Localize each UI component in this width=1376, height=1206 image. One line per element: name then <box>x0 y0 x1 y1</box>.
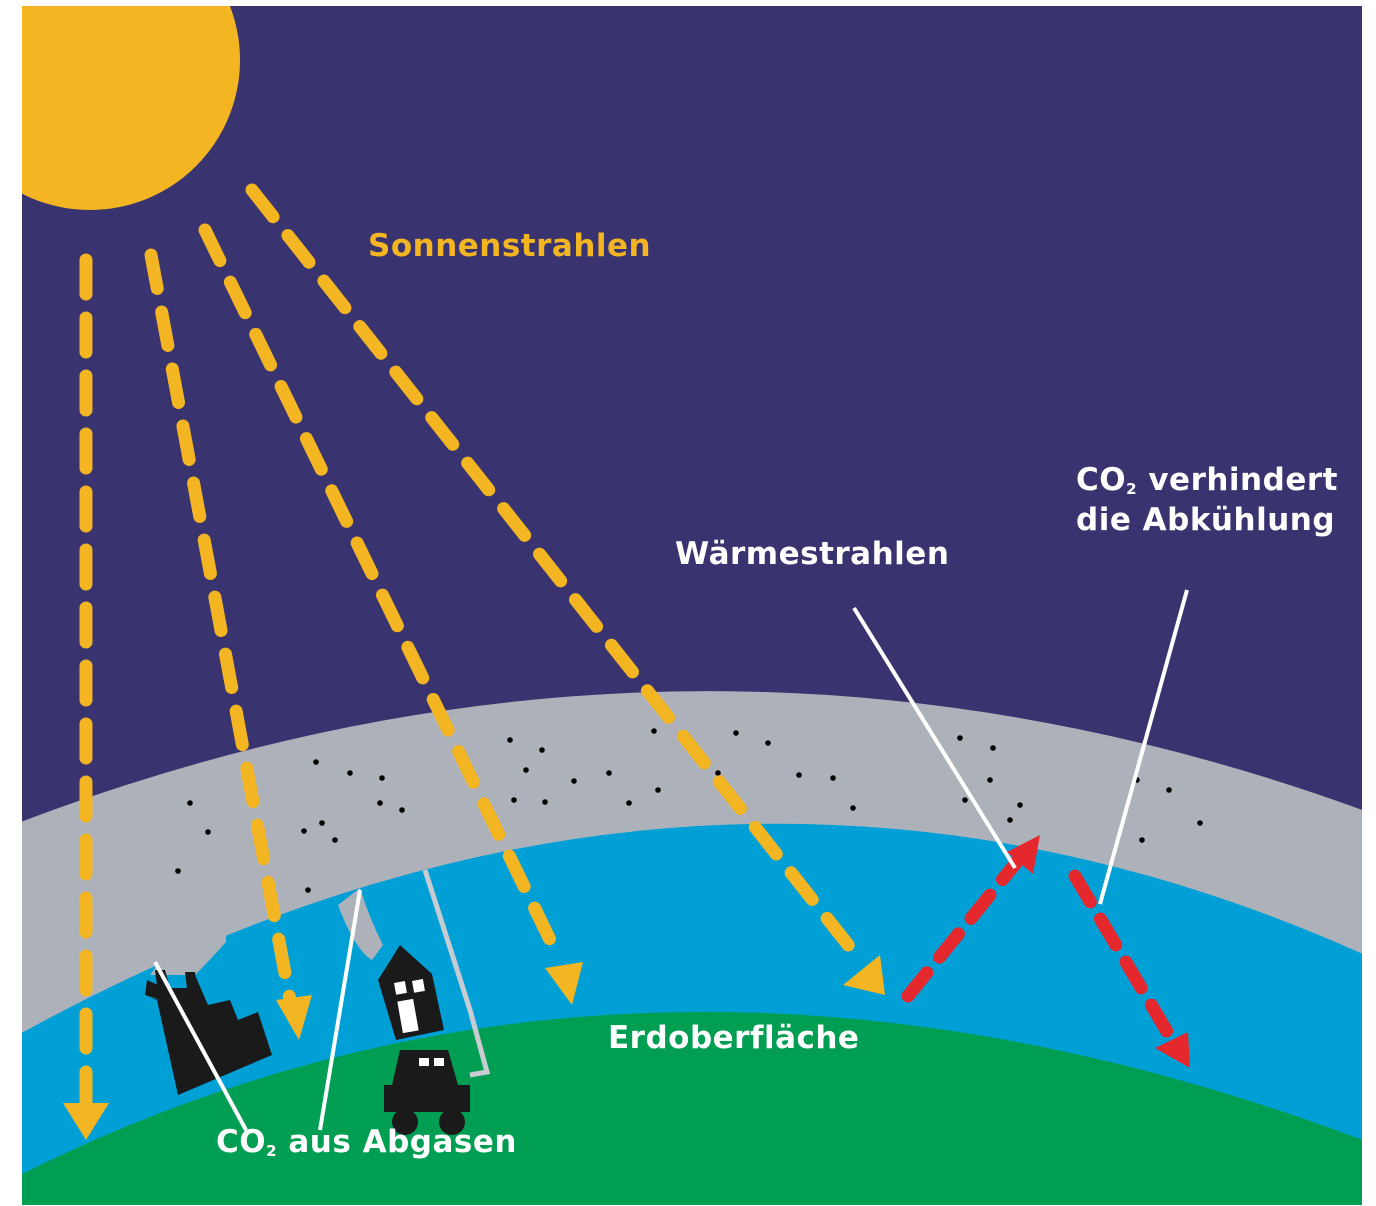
co2-molecule-dot <box>990 745 996 751</box>
co2-molecule-dot <box>523 767 529 773</box>
co2-molecule-dot <box>205 829 211 835</box>
co2-molecule-dot <box>765 740 771 746</box>
co2-molecule-dot <box>511 797 517 803</box>
co2-molecule-dot <box>313 759 319 765</box>
co2-molecule-dot <box>347 770 353 776</box>
co2-blocks-cooling-suffix: verhindert <box>1137 462 1338 498</box>
co2-molecule-dot <box>539 747 545 753</box>
heat-ray-arrowhead <box>1007 835 1040 874</box>
sunray-arrowhead <box>276 995 312 1040</box>
co2-molecule-dot <box>651 728 657 734</box>
pointer-lines <box>153 589 1189 1131</box>
exhaust-suffix: aus Abgasen <box>277 1124 517 1160</box>
heat-ray-arrowhead <box>1155 1032 1190 1068</box>
co2-text: CO <box>216 1124 267 1160</box>
co2-molecule-dot <box>606 770 612 776</box>
smoke-plume <box>150 900 226 975</box>
co2-molecule-dot <box>1139 837 1145 843</box>
heat-ray-up <box>901 851 1027 1003</box>
sunray-arrowhead <box>545 962 583 1005</box>
co2-molecule-dot <box>399 807 405 813</box>
heat-ray-arrowheads <box>1007 835 1190 1068</box>
co2-molecule-dot <box>850 805 856 811</box>
co2-molecule-dot <box>1017 802 1023 808</box>
co2-molecule-dot <box>796 772 802 778</box>
co2-molecule-dot <box>571 778 577 784</box>
exhaust-pointer-line <box>318 889 362 1131</box>
smoke-plume <box>338 888 383 960</box>
co2-blocks-cooling-label: CO2 verhindert die Abkühlung <box>1076 460 1338 541</box>
co2-molecule-dot <box>305 887 311 893</box>
co2-molecule-dot <box>377 800 383 806</box>
sunray <box>245 183 867 967</box>
sunray-arrowhead <box>63 1103 109 1140</box>
co2-molecule-dot <box>507 737 513 743</box>
co2-molecule-dot <box>626 800 632 806</box>
sunrays-label: Sonnenstrahlen <box>368 228 652 264</box>
co2-block-pointer-line <box>1098 589 1189 905</box>
earth-surface-label: Erdoberfläche <box>608 1020 860 1056</box>
co2-molecule-dot <box>175 868 181 874</box>
co2-molecule-dot <box>733 730 739 736</box>
co2-molecule-dot <box>1197 820 1203 826</box>
co2-blocks-cooling-line2: die Abkühlung <box>1076 502 1336 539</box>
co2-subscript: 2 <box>266 1142 278 1160</box>
co2-molecule-dot <box>715 770 721 776</box>
co2-molecule-dot <box>830 775 836 781</box>
sunray <box>198 223 562 957</box>
heat-rays-label: Wärmestrahlen <box>675 536 950 572</box>
co2-blocks-cooling-line1: CO2 verhindert <box>1076 460 1338 500</box>
sunray-arrowhead <box>843 955 885 995</box>
co2-molecules <box>175 728 1203 893</box>
sunray <box>144 248 297 1007</box>
co2-molecule-dot <box>379 775 385 781</box>
sunrays <box>79 183 867 1115</box>
co2-molecule-dot <box>1007 817 1013 823</box>
sunray-arrowheads <box>63 955 885 1140</box>
heat-pointer-line <box>852 606 1017 870</box>
co2-exhaust-label: CO2 aus Abgasen <box>216 1122 517 1162</box>
car-icon <box>384 1050 470 1135</box>
co2-text: CO <box>1076 462 1127 498</box>
heat-rays <box>901 851 1179 1047</box>
co2-molecule-dot <box>187 800 193 806</box>
co2-molecule-dot <box>987 777 993 783</box>
sun-icon <box>22 6 240 210</box>
co2-molecule-dot <box>542 799 548 805</box>
co2-molecule-dot <box>962 797 968 803</box>
earth-surface <box>22 1011 1362 1205</box>
co2-molecule-dot <box>655 787 661 793</box>
co2-molecule-dot <box>301 828 307 834</box>
house-icon <box>378 945 444 1040</box>
co2-molecule-dot <box>957 735 963 741</box>
co2-molecule-dot <box>1166 787 1172 793</box>
heat-ray-reflected <box>1068 869 1179 1047</box>
exhaust-pointer-frame <box>422 869 491 1078</box>
co2-molecule-dot <box>319 820 325 826</box>
co2-molecule-dot <box>332 837 338 843</box>
exhaust-pointer-line <box>153 961 248 1131</box>
co2-subscript: 2 <box>1126 480 1138 498</box>
